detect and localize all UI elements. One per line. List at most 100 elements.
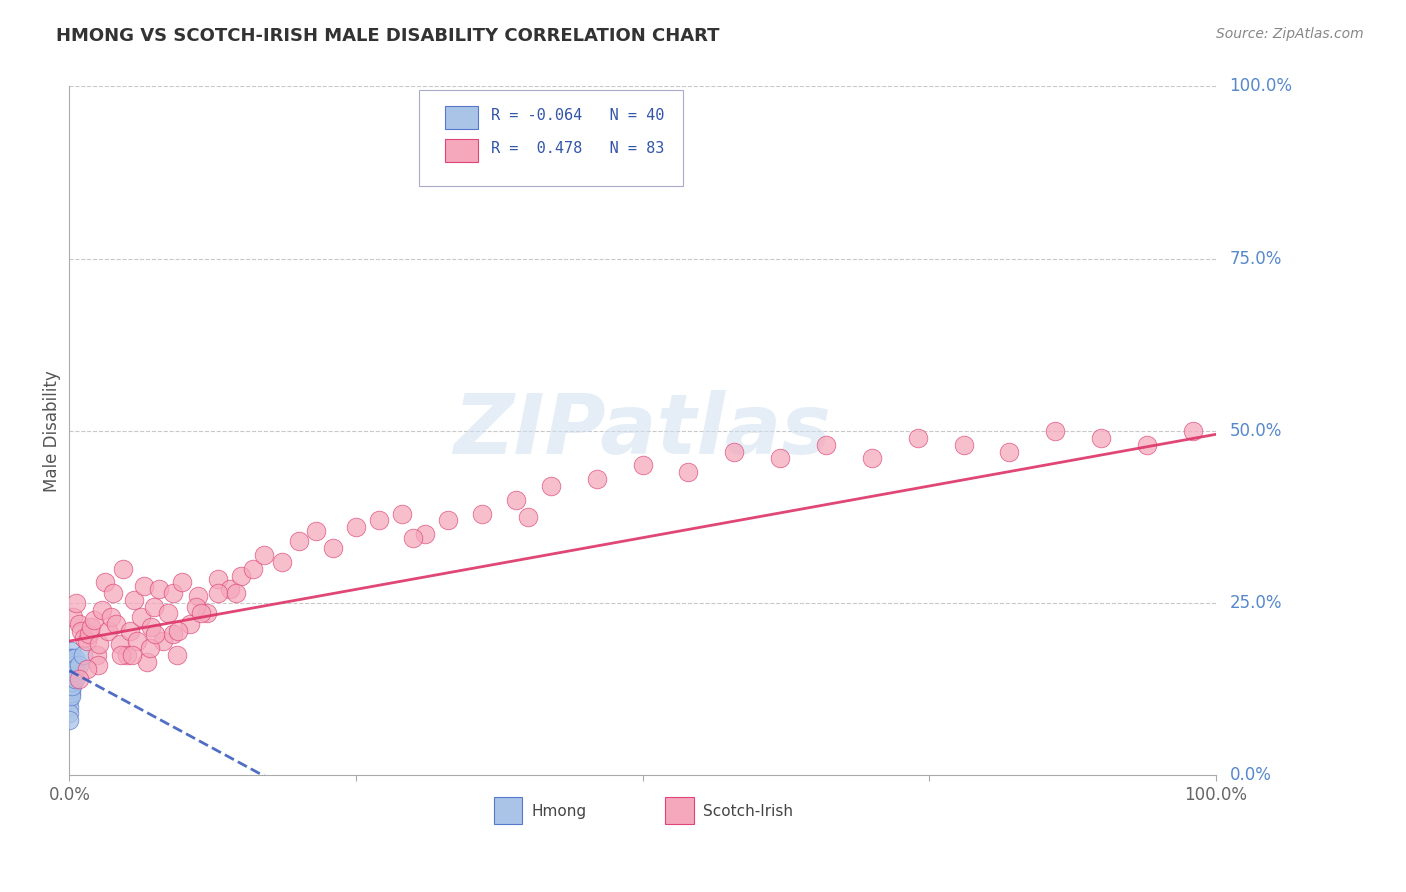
Point: [723, 444, 745, 458]
Point: [139, 620, 162, 634]
Point: [207, 572, 229, 586]
Point: [108, 638, 131, 652]
Point: [860, 451, 883, 466]
Point: [322, 541, 344, 555]
Point: [391, 507, 413, 521]
Point: [80, 620, 103, 634]
Text: ZIPatlas: ZIPatlas: [454, 391, 831, 471]
Point: [253, 548, 276, 562]
Point: [631, 458, 654, 473]
Point: [402, 531, 425, 545]
Point: [60, 675, 83, 690]
Point: [58, 692, 80, 706]
Text: 0.0%: 0.0%: [1230, 766, 1271, 784]
Point: [132, 579, 155, 593]
Bar: [446, 139, 478, 162]
Point: [287, 534, 309, 549]
Y-axis label: Male Disability: Male Disability: [44, 370, 60, 491]
Point: [76, 634, 98, 648]
Text: Hmong: Hmong: [531, 804, 586, 819]
Point: [112, 562, 135, 576]
Point: [166, 648, 188, 662]
Point: [59, 686, 82, 700]
Point: [129, 610, 152, 624]
Point: [63, 665, 86, 679]
Point: [60, 651, 83, 665]
Bar: [446, 106, 478, 129]
Point: [58, 679, 80, 693]
Point: [63, 672, 86, 686]
Point: [136, 655, 159, 669]
Point: [59, 679, 82, 693]
Point: [368, 514, 391, 528]
Text: 25.0%: 25.0%: [1230, 594, 1282, 612]
Point: [1181, 424, 1204, 438]
Point: [907, 431, 929, 445]
Text: R = -0.064   N = 40: R = -0.064 N = 40: [491, 108, 665, 123]
Point: [344, 520, 367, 534]
Point: [59, 651, 82, 665]
Point: [59, 668, 82, 682]
Point: [62, 662, 84, 676]
Point: [59, 644, 82, 658]
Point: [60, 668, 83, 682]
Point: [1045, 424, 1067, 438]
Text: R =  0.478   N = 83: R = 0.478 N = 83: [491, 141, 665, 156]
Point: [179, 616, 201, 631]
Point: [413, 527, 436, 541]
Point: [190, 607, 212, 621]
Point: [60, 658, 83, 673]
Point: [998, 444, 1021, 458]
Point: [86, 648, 108, 662]
Point: [145, 627, 167, 641]
Point: [138, 640, 160, 655]
Point: [187, 589, 209, 603]
Point: [231, 568, 253, 582]
Point: [121, 648, 143, 662]
Point: [58, 699, 80, 714]
Point: [769, 451, 792, 466]
Point: [678, 465, 700, 479]
Point: [90, 603, 112, 617]
Point: [59, 665, 82, 679]
Point: [148, 582, 170, 597]
Point: [87, 658, 110, 673]
Point: [76, 662, 98, 676]
Text: Source: ZipAtlas.com: Source: ZipAtlas.com: [1216, 27, 1364, 41]
Point: [83, 613, 105, 627]
Bar: [494, 797, 522, 823]
Point: [63, 651, 86, 665]
Point: [63, 662, 86, 676]
Point: [58, 665, 80, 679]
Point: [58, 658, 80, 673]
Point: [952, 438, 974, 452]
Point: [436, 514, 458, 528]
Point: [105, 616, 128, 631]
Point: [72, 648, 94, 662]
Point: [58, 686, 80, 700]
Point: [167, 624, 190, 638]
Point: [1136, 438, 1159, 452]
Point: [1090, 431, 1112, 445]
Point: [59, 672, 82, 686]
Point: [270, 555, 292, 569]
Point: [110, 648, 132, 662]
Point: [157, 607, 180, 621]
Point: [94, 575, 117, 590]
Point: [60, 665, 83, 679]
Point: [59, 689, 82, 703]
Point: [62, 655, 84, 669]
Point: [122, 592, 145, 607]
Point: [585, 472, 607, 486]
Point: [58, 713, 80, 727]
Point: [115, 648, 138, 662]
Point: [207, 586, 229, 600]
Point: [70, 624, 93, 638]
Point: [59, 658, 82, 673]
Point: [59, 682, 82, 697]
Point: [77, 627, 100, 641]
Point: [125, 634, 148, 648]
Point: [162, 627, 184, 641]
Point: [59, 675, 82, 690]
Point: [152, 634, 174, 648]
